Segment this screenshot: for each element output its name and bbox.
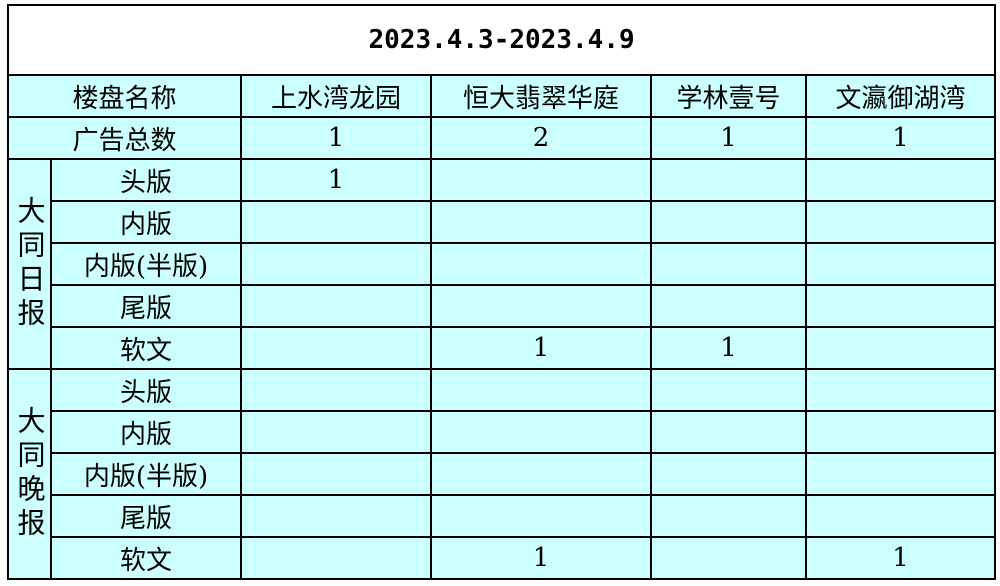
data-cell: [430, 242, 652, 286]
data-cell: [430, 158, 652, 202]
data-cell: [430, 200, 652, 244]
table-row: 软文 1 1: [8, 536, 997, 580]
table-row: 大同晚报 头版: [7, 368, 997, 580]
total-cell: 1: [650, 116, 807, 160]
data-cell: [240, 536, 432, 580]
row-label: 内版(半版): [50, 452, 242, 496]
table-row: 尾版: [8, 284, 997, 328]
header-label: 楼盘名称: [7, 74, 242, 118]
row-label: 软文: [50, 326, 242, 370]
data-cell: [804, 452, 997, 496]
data-cell: [240, 494, 432, 538]
data-cell: [650, 284, 807, 328]
table-row: 软文 1 1: [8, 326, 997, 370]
row-label: 内版(半版): [50, 242, 242, 286]
data-cell: [804, 284, 997, 328]
row-label: 内版: [50, 410, 242, 454]
data-cell: [240, 242, 432, 286]
data-cell: [804, 200, 997, 244]
data-cell: [650, 494, 807, 538]
data-cell: [804, 158, 997, 202]
ad-stats-table: 2023.4.3-2023.4.9 楼盘名称 上水湾龙园 恒大翡翠华庭 学林壹号…: [6, 4, 997, 580]
table-row: 尾版: [8, 494, 997, 538]
title-row: 2023.4.3-2023.4.9: [6, 4, 997, 76]
data-cell: [430, 284, 652, 328]
data-cell: [240, 284, 432, 328]
column-header: 上水湾龙园: [240, 74, 432, 118]
table-row: 内版(半版): [8, 452, 997, 496]
table-row: 内版: [8, 410, 997, 454]
data-cell: [804, 326, 997, 370]
row-label: 内版: [50, 200, 242, 244]
data-cell: [240, 200, 432, 244]
data-cell: [430, 452, 652, 496]
column-header: 文瀛御湖湾: [804, 74, 997, 118]
data-cell: [804, 410, 997, 454]
data-cell: 1: [430, 536, 652, 580]
group-label: 大同日报: [7, 158, 52, 370]
total-cell: 1: [804, 116, 997, 160]
group-label: 大同晚报: [7, 368, 52, 580]
data-cell: [430, 410, 652, 454]
data-cell: 1: [430, 326, 652, 370]
data-cell: [650, 242, 807, 286]
column-header: 学林壹号: [650, 74, 807, 118]
table-row: 大同日报 头版 1: [7, 158, 997, 370]
data-cell: [650, 536, 807, 580]
row-label: 尾版: [50, 494, 242, 538]
data-cell: 1: [240, 158, 432, 202]
row-label: 尾版: [50, 284, 242, 328]
data-cell: [430, 494, 652, 538]
data-cell: [650, 200, 807, 244]
total-row: 广告总数 1 2 1 1: [7, 116, 997, 160]
data-cell: 1: [804, 536, 997, 580]
data-cell: [240, 410, 432, 454]
data-cell: [650, 158, 807, 202]
total-cell: 2: [430, 116, 652, 160]
data-cell: [804, 242, 997, 286]
row-label: 头版: [50, 368, 242, 412]
total-cell: 1: [240, 116, 432, 160]
data-cell: [804, 368, 997, 412]
data-cell: [240, 452, 432, 496]
data-cell: [240, 368, 432, 412]
row-label: 头版: [50, 158, 242, 202]
row-label: 软文: [50, 536, 242, 580]
data-cell: [650, 452, 807, 496]
table-row: 内版: [8, 200, 997, 244]
data-cell: [650, 410, 807, 454]
header-row: 楼盘名称 上水湾龙园 恒大翡翠华庭 学林壹号 文瀛御湖湾: [7, 74, 997, 118]
table-row: 内版(半版): [8, 242, 997, 286]
data-cell: [650, 368, 807, 412]
total-label: 广告总数: [7, 116, 242, 160]
data-cell: [240, 326, 432, 370]
data-cell: [804, 494, 997, 538]
table-title: 2023.4.3-2023.4.9: [6, 4, 997, 76]
column-header: 恒大翡翠华庭: [430, 74, 652, 118]
data-cell: 1: [650, 326, 807, 370]
data-cell: [430, 368, 652, 412]
